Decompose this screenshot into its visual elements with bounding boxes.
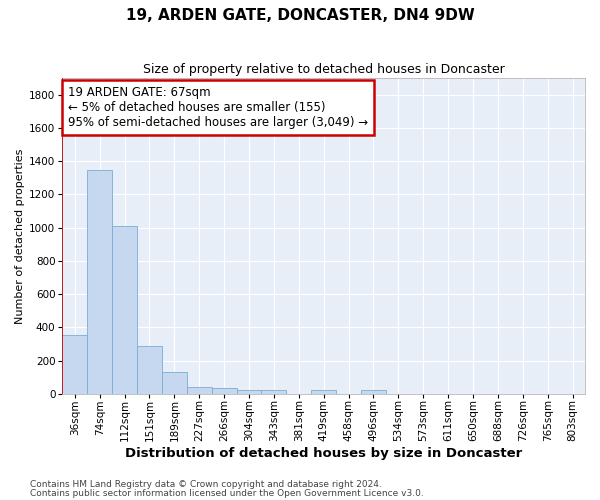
Bar — [236, 390, 262, 394]
Text: Contains HM Land Registry data © Crown copyright and database right 2024.: Contains HM Land Registry data © Crown c… — [30, 480, 382, 489]
Bar — [112, 226, 137, 394]
Bar — [311, 390, 336, 394]
Text: Contains public sector information licensed under the Open Government Licence v3: Contains public sector information licen… — [30, 488, 424, 498]
Text: 19, ARDEN GATE, DONCASTER, DN4 9DW: 19, ARDEN GATE, DONCASTER, DN4 9DW — [125, 8, 475, 22]
Bar — [87, 170, 112, 394]
Bar — [187, 387, 212, 394]
Bar — [62, 335, 87, 394]
Bar — [361, 390, 386, 394]
Bar — [212, 388, 236, 394]
Bar — [137, 346, 162, 394]
Bar — [262, 390, 286, 394]
Y-axis label: Number of detached properties: Number of detached properties — [15, 148, 25, 324]
Bar — [162, 372, 187, 394]
X-axis label: Distribution of detached houses by size in Doncaster: Distribution of detached houses by size … — [125, 447, 523, 460]
Text: 19 ARDEN GATE: 67sqm
← 5% of detached houses are smaller (155)
95% of semi-detac: 19 ARDEN GATE: 67sqm ← 5% of detached ho… — [68, 86, 368, 129]
Title: Size of property relative to detached houses in Doncaster: Size of property relative to detached ho… — [143, 62, 505, 76]
